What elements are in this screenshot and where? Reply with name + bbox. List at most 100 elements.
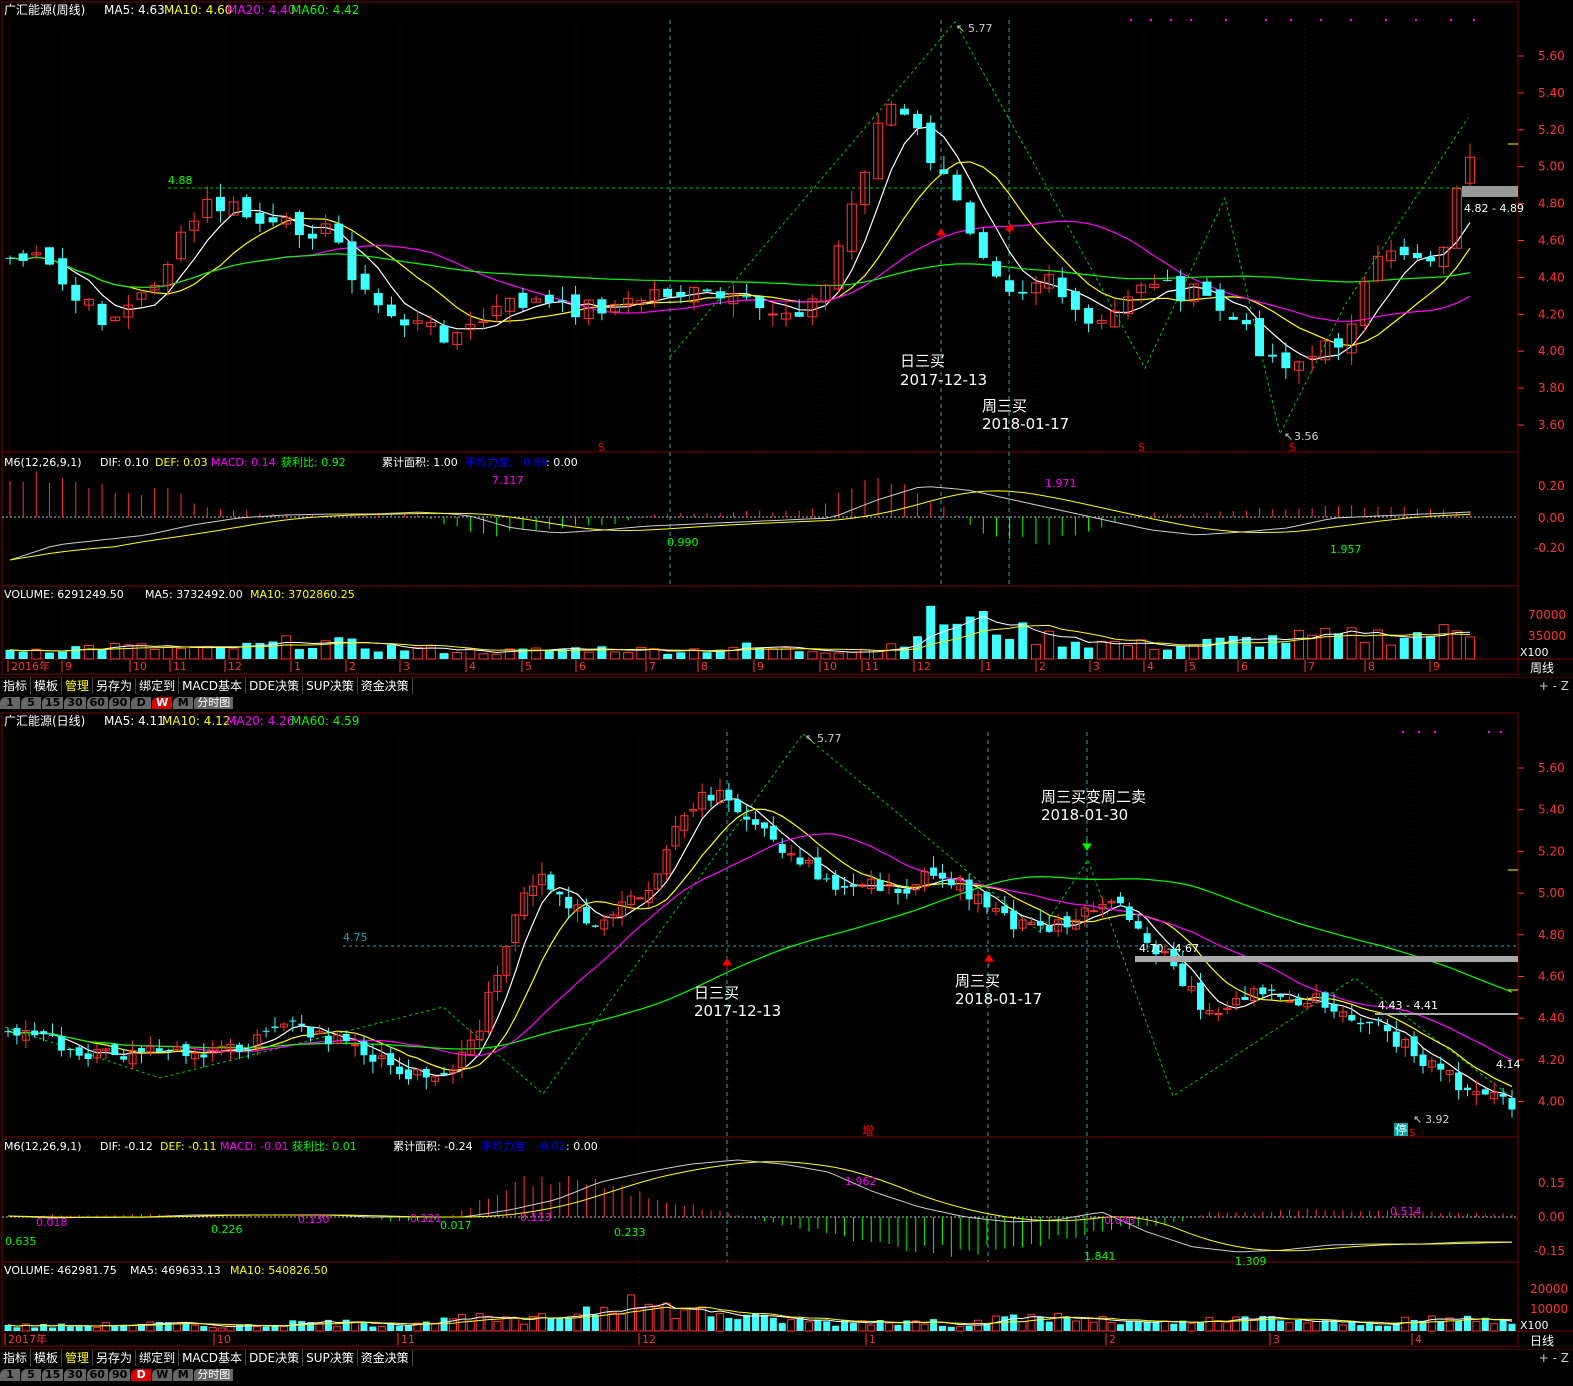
toolbar-tab-bind[interactable]: 绑定到: [136, 678, 180, 694]
toolbar-tab-manage[interactable]: 管理: [62, 1350, 94, 1366]
intraday-button[interactable]: 分时图: [194, 697, 234, 709]
weekly-chart[interactable]: 广汇能源(周线) MA5: 4.63 MA10: 4.60 MA20: 4.40…: [0, 0, 1573, 676]
candle: [1070, 291, 1080, 310]
candle: [493, 974, 502, 993]
candle: [413, 1068, 422, 1076]
period-week-button[interactable]: W: [152, 1369, 173, 1381]
candle: [1359, 281, 1370, 326]
candle: [242, 197, 252, 218]
candle: [873, 122, 884, 180]
volume-bar: [965, 1325, 973, 1331]
daily-buy-arrow-2: [984, 954, 994, 966]
toolbar-tab-dde[interactable]: DDE决策: [246, 678, 304, 694]
weekly-area: 累计面积: 1.00: [382, 456, 458, 469]
candle: [688, 286, 699, 303]
volume-bar: [271, 1325, 279, 1331]
period-1min-button[interactable]: 1: [0, 697, 20, 709]
volume-bar: [755, 647, 765, 659]
period-30min-button[interactable]: 30: [64, 697, 86, 709]
candle: [128, 1049, 137, 1065]
zoom-controls[interactable]: + - Z: [1538, 679, 1569, 693]
date-axis-label: 3: [1273, 1333, 1280, 1346]
daily-vol-ma10: MA10: 540826.50: [230, 1264, 328, 1277]
candle: [298, 1023, 306, 1026]
toolbar-tab-saveas[interactable]: 另存为: [93, 678, 137, 694]
price-axis-tick: 4.00: [1538, 344, 1565, 358]
volume-bar: [333, 1325, 342, 1332]
weekly-low-label: 3.56: [1294, 430, 1319, 443]
volume-bar: [1071, 1320, 1080, 1332]
zoom-controls[interactable]: + - Z: [1538, 1351, 1569, 1365]
intraday-button[interactable]: 分时图: [194, 1369, 234, 1381]
candle: [1399, 246, 1409, 256]
period-60min-button[interactable]: 60: [86, 697, 108, 709]
volume-bar: [1294, 1319, 1302, 1331]
daily-s-marker: S: [1409, 1128, 1415, 1139]
candle: [1401, 1039, 1410, 1048]
period-90min-button[interactable]: 90: [108, 1369, 131, 1381]
volume-bar: [1464, 1315, 1472, 1331]
volume-bar: [974, 1319, 983, 1332]
period-5min-button[interactable]: 5: [21, 697, 41, 709]
toolbar-tab-indicator[interactable]: 指标: [0, 678, 32, 694]
period-day-button[interactable]: D: [131, 1369, 152, 1381]
volume-bar: [324, 1319, 332, 1331]
period-90min-button[interactable]: 90: [108, 697, 131, 709]
toolbar-tab-sup[interactable]: SUP决策: [303, 678, 358, 694]
weekly-stock-name: 广汇能源(周线): [4, 3, 85, 17]
toolbar-tab-fund[interactable]: 资金决策: [358, 678, 413, 694]
candle: [846, 203, 857, 252]
candle: [440, 1072, 448, 1075]
volume-bar: [404, 1325, 412, 1331]
toolbar-tab-indicator[interactable]: 指标: [0, 1350, 32, 1366]
date-axis-label: 11: [173, 660, 187, 673]
weekly-avg-value: 0.89: [523, 456, 548, 469]
candle: [66, 1049, 74, 1051]
period-1min-button[interactable]: 1: [0, 1369, 20, 1381]
candle: [1312, 993, 1321, 1003]
period-30min-button[interactable]: 30: [64, 1369, 86, 1381]
period-month-button[interactable]: M: [173, 1369, 194, 1381]
candle: [452, 332, 463, 345]
daily-macd-label: 0.018: [36, 1216, 68, 1229]
weekly-macd-label-d: 1.957: [1330, 543, 1362, 556]
candle: [162, 264, 173, 286]
date-axis-label: 1: [985, 660, 992, 673]
daily-macd-label: 0.130: [298, 1213, 330, 1226]
candle: [200, 1054, 208, 1058]
volume-bar: [175, 647, 186, 660]
toolbar-tab-macd[interactable]: MACD基本: [179, 678, 247, 694]
toolbar-tab-dde[interactable]: DDE决策: [246, 1350, 304, 1366]
weekly-period-bar: 1 5 15 30 60 90 D W M 分时图: [0, 696, 1573, 711]
toolbar-tab-fund[interactable]: 资金决策: [358, 1350, 413, 1366]
period-60min-button[interactable]: 60: [86, 1369, 108, 1381]
toolbar-tab-saveas[interactable]: 另存为: [93, 1350, 137, 1366]
period-15min-button[interactable]: 15: [42, 697, 64, 709]
period-5min-button[interactable]: 5: [21, 1369, 41, 1381]
candle: [1438, 246, 1449, 268]
toolbar-tab-sup[interactable]: SUP决策: [303, 1350, 358, 1366]
candle: [1084, 308, 1094, 324]
period-week-button[interactable]: W: [152, 697, 173, 709]
candle: [31, 252, 42, 256]
daily-chart[interactable]: 广汇能源(日线) MA5: 4.11 MA10: 4.12 MA20: 4.26…: [0, 712, 1573, 1348]
period-month-button[interactable]: M: [173, 697, 194, 709]
candle: [189, 220, 200, 231]
volume-bar: [235, 1324, 243, 1331]
daily-ting-marker: 停: [1395, 1122, 1407, 1137]
date-axis-label: 4: [1147, 660, 1154, 673]
toolbar-tab-template[interactable]: 模板: [31, 1350, 63, 1366]
period-15min-button[interactable]: 15: [42, 1369, 64, 1381]
daily-indicator-toolbar: 指标 模板 管理 另存为 绑定到 MACD基本 DDE决策 SUP决策 资金决策 + - Z: [0, 1349, 1573, 1367]
daily-dif: DIF: -0.12: [100, 1140, 153, 1153]
volume-bar: [31, 648, 42, 660]
toolbar-tab-template[interactable]: 模板: [31, 678, 63, 694]
volume-bar: [680, 1309, 689, 1332]
toolbar-tab-macd[interactable]: MACD基本: [179, 1350, 247, 1366]
volume-bar: [1152, 1321, 1160, 1331]
candle: [1162, 279, 1172, 281]
period-day-button[interactable]: D: [131, 697, 152, 709]
candle: [537, 873, 546, 886]
toolbar-tab-bind[interactable]: 绑定到: [136, 1350, 180, 1366]
toolbar-tab-manage[interactable]: 管理: [62, 678, 94, 694]
